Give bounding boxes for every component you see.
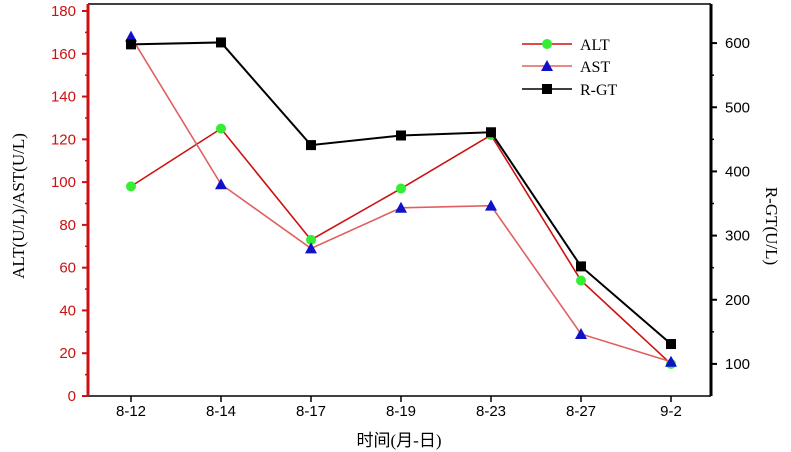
- y-left-tick-label: 40: [59, 302, 76, 319]
- series-ast-point: [305, 242, 317, 254]
- legend-item-alt: ALT: [522, 37, 610, 54]
- legend-marker-alt: [542, 39, 552, 49]
- legend-label-ast: AST: [580, 59, 610, 76]
- series-alt-line: [130, 127, 672, 365]
- legend: ALT AST R-GT: [522, 37, 618, 99]
- series-r-gt-point: [126, 39, 136, 50]
- series-ast-point: [485, 199, 497, 211]
- series-r-gt-point: [576, 261, 586, 272]
- y-axis-left-title: ALT(U/L)/AST(U/L): [9, 133, 28, 279]
- series-ast-point: [125, 30, 137, 42]
- y-left-tick-label: 0: [68, 388, 76, 405]
- y-right-tick-label: 600: [725, 35, 750, 52]
- x-tick-label: 8-27: [566, 403, 596, 420]
- y-right-tick-label: 500: [725, 99, 750, 116]
- series-alt-point: [306, 234, 316, 245]
- series-r-gt-point: [666, 339, 676, 350]
- legend-marker-r-gt: [542, 84, 552, 94]
- series-ast: [125, 30, 677, 367]
- series-alt: [126, 123, 676, 369]
- series-r-gt-point: [486, 127, 496, 138]
- series-ast-point: [395, 201, 407, 213]
- y-left-tick-label: 20: [59, 345, 76, 362]
- y-left-tick-label: 180: [51, 3, 76, 20]
- series-ast-point: [665, 355, 677, 367]
- y-left-tick-label: 120: [51, 131, 76, 148]
- x-tick-label: 8-19: [386, 403, 416, 420]
- y-left-tick-label: 80: [59, 217, 76, 234]
- series-ast-point: [215, 178, 227, 190]
- series-r-gt-point: [306, 140, 316, 151]
- x-tick-label: 8-14: [206, 403, 236, 420]
- y-right-tick-label: 100: [725, 356, 750, 373]
- x-tick-label: 8-12: [116, 403, 146, 420]
- x-tick-label: 9-2: [660, 403, 682, 420]
- x-tick-label: 8-23: [476, 403, 506, 420]
- x-axis-title: 时间(月-日): [357, 431, 442, 450]
- y-right-tick-label: 200: [725, 292, 750, 309]
- series-ast-point: [575, 327, 587, 339]
- axes: 0 20 40 60 80 100 120 140 160 180 100 200 300 400 500 6…: [51, 3, 750, 420]
- y-left-tick-label: 60: [59, 260, 76, 277]
- y-left-tick-label: 160: [51, 46, 76, 63]
- legend-item-ast: AST: [522, 59, 610, 76]
- x-tick-label: 8-17: [296, 403, 326, 420]
- legend-marker-ast: [541, 60, 553, 71]
- series-layer: [125, 30, 677, 369]
- legend-label-alt: ALT: [580, 37, 610, 54]
- y-left-tick-label: 100: [51, 174, 76, 191]
- y-right-tick-label: 400: [725, 163, 750, 180]
- series-r-gt: [126, 37, 676, 350]
- y-axis-right-title: R-GT(U/L): [762, 187, 781, 265]
- y-right-tick-label: 300: [725, 228, 750, 245]
- legend-label-r-gt: R-GT: [580, 82, 618, 99]
- series-alt-point: [576, 275, 586, 286]
- series-r-gt-point: [216, 37, 226, 48]
- series-r-gt-point: [396, 130, 406, 141]
- series-alt-point: [216, 123, 226, 134]
- series-alt-point: [396, 183, 406, 194]
- legend-item-r-gt: R-GT: [522, 82, 618, 99]
- y-left-tick-label: 140: [51, 89, 76, 106]
- series-alt-point: [126, 181, 136, 192]
